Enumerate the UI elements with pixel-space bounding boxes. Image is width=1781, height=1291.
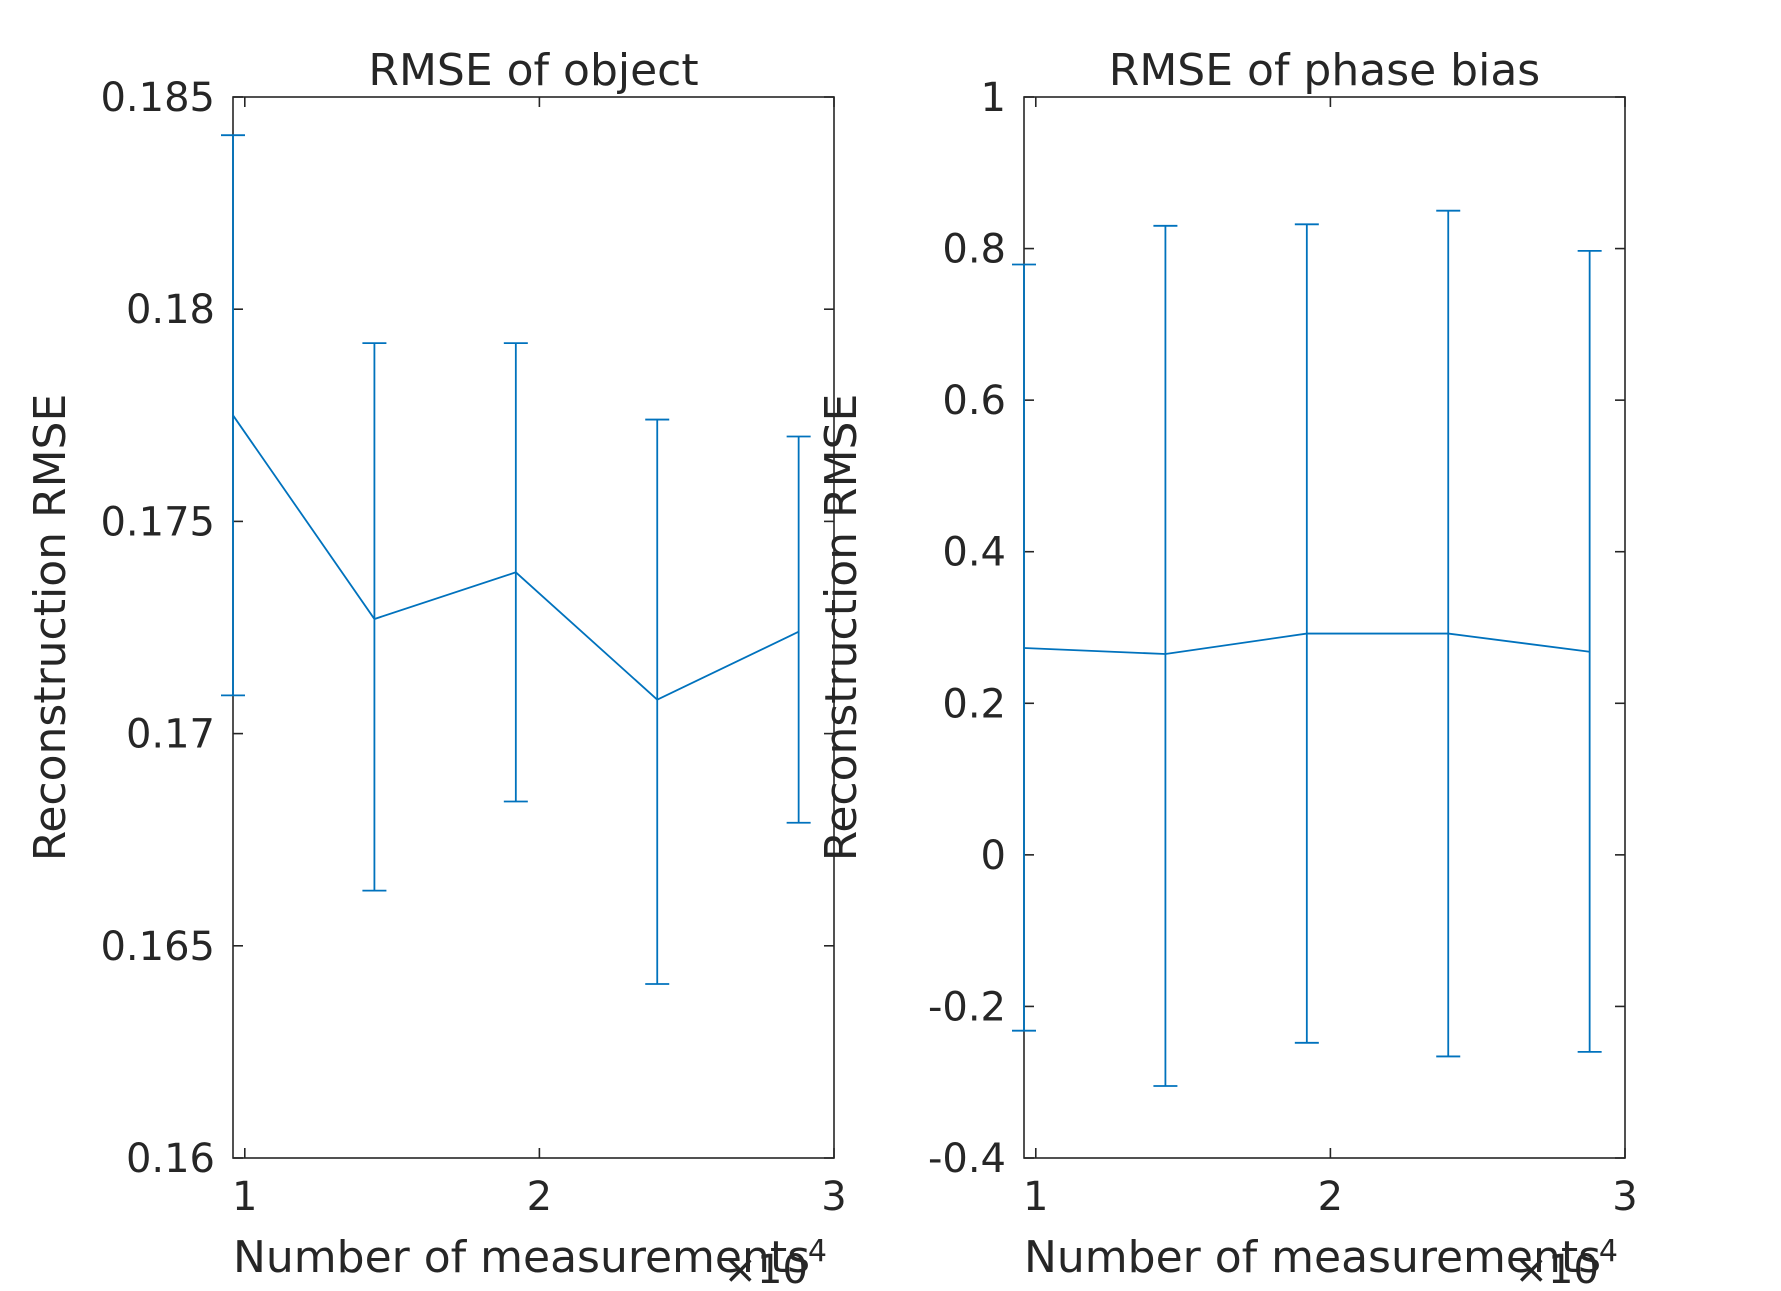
x-exponent-power: 4 — [1599, 1234, 1618, 1269]
x-exponent-power: 4 — [808, 1234, 827, 1269]
chart-title: RMSE of phase bias — [1109, 45, 1540, 96]
y-tick-label: 0.2 — [942, 681, 1006, 727]
error-bar — [1436, 209, 1461, 1058]
x-tick-label: 2 — [1318, 1174, 1343, 1220]
y-tick-label: 0.4 — [942, 530, 1006, 576]
series-1 — [221, 134, 811, 985]
x-tick-label: 1 — [232, 1174, 257, 1220]
y-tick-label: 0.16 — [126, 1136, 215, 1182]
y-tick-label: 0.175 — [100, 499, 215, 545]
x-tick-label: 3 — [821, 1174, 846, 1220]
y-tick-label: 0 — [981, 833, 1006, 879]
y-tick-label: 0.6 — [942, 378, 1006, 424]
y-tick-label: 0.8 — [942, 227, 1006, 273]
x-exponent-label: ×104 — [723, 1234, 827, 1291]
y-tick-label: 1 — [981, 75, 1006, 121]
y-tick-label: -0.2 — [928, 984, 1006, 1030]
y-tick-label: 0.185 — [100, 75, 215, 121]
x-tick-label: 3 — [1612, 1174, 1637, 1220]
x-exponent-label: ×104 — [1514, 1234, 1618, 1291]
x-axis-label: Number of measurements — [1024, 1232, 1601, 1283]
error-bar — [1153, 224, 1178, 1087]
axes-box — [232, 96, 835, 1159]
chart-title: RMSE of object — [368, 45, 698, 96]
error-bar — [645, 418, 670, 985]
y-tick-label: -0.4 — [928, 1136, 1006, 1182]
y-axis-label: Reconstruction RMSE — [25, 394, 76, 862]
x-tick-label: 1 — [1023, 1174, 1048, 1220]
x-tick-label: 2 — [527, 1174, 552, 1220]
error-bar — [503, 342, 528, 803]
error-bar — [1577, 249, 1602, 1053]
subplot-1: 1 2 3 0.16 0.165 0.17 0.175 0.18 0.185 RMSE of ob… — [25, 45, 847, 1291]
x-axis-label: Number of measurements — [233, 1232, 810, 1283]
error-bar — [1012, 263, 1036, 1032]
series-1 — [1012, 209, 1602, 1087]
y-tick-label: 0.17 — [126, 712, 215, 758]
y-tick-label: 0.165 — [100, 924, 215, 970]
subplot-2: 1 2 3 -0.4 -0.2 0 0.2 0.4 0.6 0.8 1 RMSE of phase b… — [816, 45, 1638, 1291]
error-bar — [1294, 223, 1319, 1044]
error-bar — [786, 435, 811, 824]
y-axis-label: Reconstruction RMSE — [816, 394, 867, 862]
error-bar — [221, 134, 245, 697]
axes-box — [1023, 96, 1626, 1159]
y-tick-label: 0.18 — [126, 287, 215, 333]
error-bar — [362, 342, 387, 892]
x-exponent-base: ×10 — [723, 1247, 807, 1291]
x-exponent-base: ×10 — [1514, 1247, 1598, 1291]
